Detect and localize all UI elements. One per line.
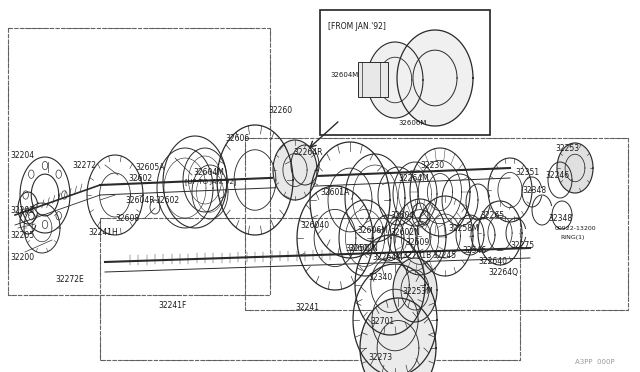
Bar — [8, 28, 270, 295]
Text: 32606: 32606 — [225, 134, 249, 142]
Polygon shape — [557, 143, 593, 193]
Text: 32608: 32608 — [115, 214, 139, 222]
Text: 32601A: 32601A — [320, 187, 349, 196]
Text: 32609: 32609 — [405, 237, 429, 247]
Text: 32253M: 32253M — [402, 288, 433, 296]
Text: 32602: 32602 — [128, 173, 152, 183]
Text: 32264M: 32264M — [398, 173, 429, 183]
Text: 32264R: 32264R — [293, 148, 323, 157]
Text: [UP TO JAN.'92]: [UP TO JAN.'92] — [185, 179, 236, 185]
Text: 32246: 32246 — [545, 170, 569, 180]
Text: 32605A: 32605A — [135, 163, 164, 171]
Text: 00922-13200: 00922-13200 — [555, 225, 596, 231]
Text: A3PP  000P: A3PP 000P — [575, 359, 614, 365]
Text: 32606M: 32606M — [399, 120, 427, 126]
Text: 32245: 32245 — [432, 250, 456, 260]
Text: 32272E: 32272E — [55, 276, 84, 285]
Text: 32275: 32275 — [510, 241, 534, 250]
Text: 32602: 32602 — [155, 196, 179, 205]
Text: 32348: 32348 — [548, 214, 572, 222]
Text: 32604M: 32604M — [330, 72, 358, 78]
Text: 32258M: 32258M — [448, 224, 479, 232]
Bar — [100, 218, 520, 360]
Text: 32272: 32272 — [72, 160, 96, 170]
Text: 32265: 32265 — [480, 211, 504, 219]
Text: 32241F: 32241F — [158, 301, 186, 310]
Polygon shape — [393, 258, 437, 322]
Text: 32264M: 32264M — [372, 253, 403, 263]
Text: 32260: 32260 — [268, 106, 292, 115]
Text: 32701B: 32701B — [402, 250, 431, 260]
Text: 32205: 32205 — [10, 231, 34, 240]
Text: 32241: 32241 — [295, 304, 319, 312]
Text: 32253: 32253 — [555, 144, 579, 153]
Text: 322640: 322640 — [478, 257, 507, 266]
Text: 32701: 32701 — [370, 317, 394, 327]
Text: 32602N: 32602N — [390, 228, 420, 237]
Text: 32348: 32348 — [522, 186, 546, 195]
Text: 32604: 32604 — [390, 211, 414, 219]
Text: 32604M: 32604M — [193, 167, 224, 176]
Polygon shape — [273, 140, 317, 200]
Text: 32351: 32351 — [515, 167, 539, 176]
Bar — [245, 138, 628, 310]
Text: 32200: 32200 — [10, 253, 34, 263]
Bar — [320, 10, 490, 135]
Polygon shape — [360, 298, 436, 372]
Text: 32606M: 32606M — [357, 225, 388, 234]
Text: RING(1): RING(1) — [560, 234, 584, 240]
Text: 326040: 326040 — [300, 221, 329, 230]
Text: 32340: 32340 — [368, 273, 392, 282]
Text: 32273: 32273 — [368, 353, 392, 362]
Text: 32230: 32230 — [420, 160, 444, 170]
Text: 32604R: 32604R — [125, 196, 155, 205]
Polygon shape — [367, 42, 423, 118]
Text: 32241H: 32241H — [88, 228, 118, 237]
Text: 32203: 32203 — [10, 205, 34, 215]
Text: 32602N: 32602N — [348, 244, 378, 253]
Polygon shape — [397, 30, 473, 126]
Text: 32204: 32204 — [10, 151, 34, 160]
Text: 32546: 32546 — [462, 246, 486, 254]
Text: 32250: 32250 — [346, 244, 370, 253]
Bar — [358, 62, 388, 97]
Text: [FROM JAN.'92]: [FROM JAN.'92] — [328, 22, 386, 31]
Text: 32264Q: 32264Q — [488, 267, 518, 276]
